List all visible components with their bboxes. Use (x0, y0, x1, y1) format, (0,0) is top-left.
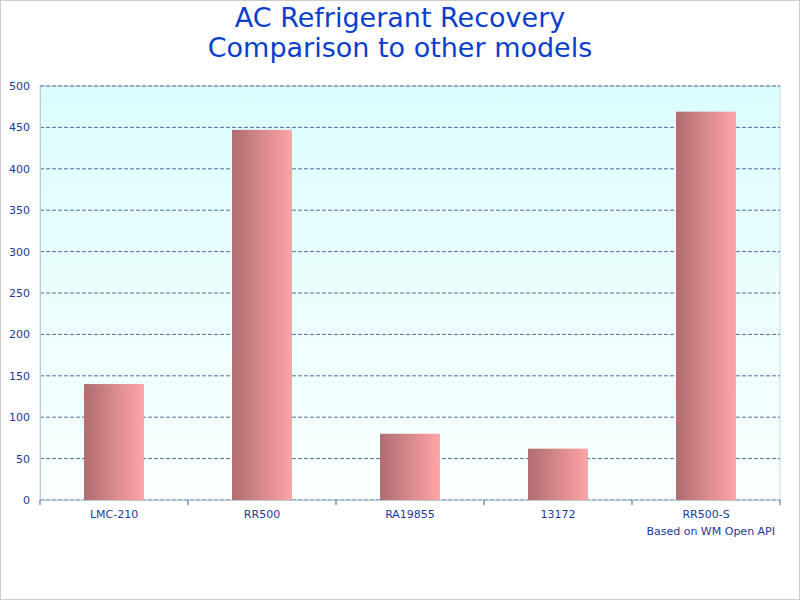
y-tick-label: 0 (23, 494, 30, 507)
y-tick: 200 (9, 328, 40, 341)
grid (40, 86, 780, 500)
y-axis-line (40, 87, 41, 501)
x-axis-line (41, 500, 781, 501)
annotation: Based on WM Open API (646, 525, 775, 538)
bar (232, 130, 292, 500)
grid-line (40, 127, 780, 128)
y-tick-label: 300 (9, 246, 30, 259)
x-tick-label: RR500-S (682, 508, 729, 521)
category-separator (632, 500, 633, 505)
chart: 0 50 100 150 200 250 300 350 400 450 500 LMC-210 RR5… (0, 0, 800, 600)
title: AC Refrigerant Recovery (235, 2, 566, 33)
y-tick: 250 (9, 287, 40, 300)
category-separator (188, 500, 189, 505)
y-tick: 500 (9, 80, 40, 93)
x-tick: 13172 (541, 500, 576, 521)
grid-line (40, 168, 780, 169)
category-separator (40, 500, 41, 505)
y-tick: 450 (9, 121, 40, 134)
bars (84, 112, 736, 500)
x-tick: RR500-S (682, 500, 729, 521)
y-tick-label: 350 (9, 204, 30, 217)
y-tick: 350 (9, 204, 40, 217)
y-tick: 100 (9, 411, 40, 424)
y-tick-label: 500 (9, 80, 30, 93)
grid-line (40, 334, 780, 335)
plot: 0 50 100 150 200 250 300 350 400 450 500 LMC-210 RR5… (9, 80, 781, 521)
category-separators (40, 500, 780, 505)
bar (380, 434, 440, 500)
x-tick-label: LMC-210 (90, 508, 138, 521)
y-axis: 0 50 100 150 200 250 300 350 400 450 500 (9, 80, 41, 507)
bar (528, 449, 588, 500)
y-tick: 400 (9, 163, 40, 176)
y-tick: 0 (23, 494, 40, 507)
y-tick-label: 250 (9, 287, 30, 300)
grid-line (40, 210, 780, 211)
category-separator (336, 500, 337, 505)
bar (84, 384, 144, 500)
grid-line (40, 417, 780, 418)
x-tick: LMC-210 (90, 500, 138, 521)
y-tick-label: 100 (9, 411, 30, 424)
x-tick: RR500 (244, 500, 280, 521)
grid-line (40, 375, 780, 376)
category-separator (484, 500, 485, 505)
grid-line (40, 251, 780, 252)
grid-line (40, 293, 780, 294)
y-tick: 150 (9, 370, 40, 383)
x-tick: RA19855 (385, 500, 435, 521)
y-tick-label: 450 (9, 121, 30, 134)
subtitle: Comparison to other models (208, 32, 593, 63)
x-axis: LMC-210 RR500 RA19855 13172 RR500-S (41, 500, 781, 521)
x-tick-label: RA19855 (385, 508, 435, 521)
category-separator (780, 500, 781, 505)
x-tick-label: RR500 (244, 508, 280, 521)
y-tick-label: 150 (9, 370, 30, 383)
bar (676, 112, 736, 500)
y-tick-label: 400 (9, 163, 30, 176)
x-tick-label: 13172 (541, 508, 576, 521)
grid-line (40, 86, 780, 87)
y-tick: 50 (16, 453, 40, 466)
y-tick-label: 200 (9, 328, 30, 341)
plot-background (40, 86, 780, 500)
y-tick-label: 50 (16, 453, 30, 466)
y-tick: 300 (9, 246, 40, 259)
page-frame (1, 1, 800, 600)
